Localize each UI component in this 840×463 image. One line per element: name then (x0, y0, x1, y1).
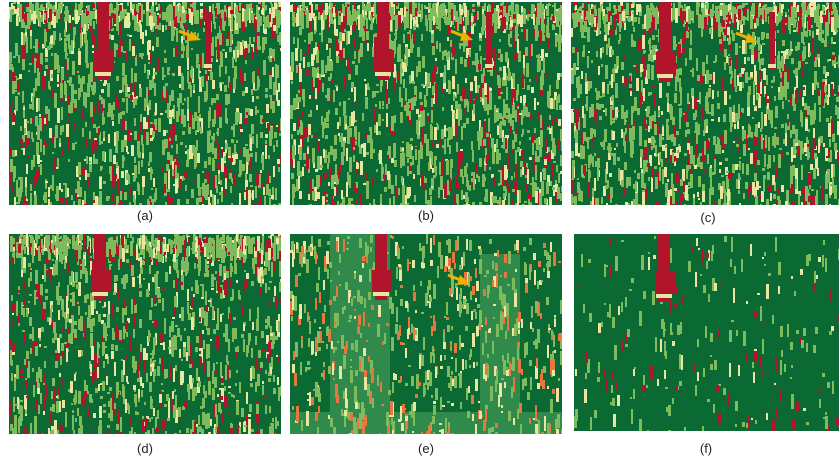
heatmap-e (290, 234, 562, 434)
panel-c (571, 2, 839, 205)
panel-e (290, 234, 562, 434)
panel-b (290, 2, 562, 205)
panel-d (9, 234, 281, 434)
thin-red-spike (769, 12, 775, 70)
caption-f: (f) (699, 441, 713, 456)
heatmap-d (9, 234, 281, 434)
highlight-arrow-icon (450, 29, 473, 41)
caption-e: (e) (418, 441, 434, 456)
caption-b: (b) (418, 208, 434, 223)
thin-red-spike (486, 12, 492, 70)
highlight-arrow-icon (735, 31, 758, 43)
heatmap-c (571, 2, 839, 205)
highlight-arrow-icon (178, 29, 201, 41)
highlight-arrow-icon (447, 273, 470, 285)
caption-c: (c) (700, 210, 716, 225)
thin-red-spike (205, 12, 211, 70)
caption-d: (d) (137, 441, 153, 456)
caption-a: (a) (137, 208, 153, 223)
heatmap-a (9, 2, 281, 205)
panel-f (574, 234, 839, 431)
heatmap-f (574, 234, 839, 431)
panel-a (9, 2, 281, 205)
heatmap-b (290, 2, 562, 205)
